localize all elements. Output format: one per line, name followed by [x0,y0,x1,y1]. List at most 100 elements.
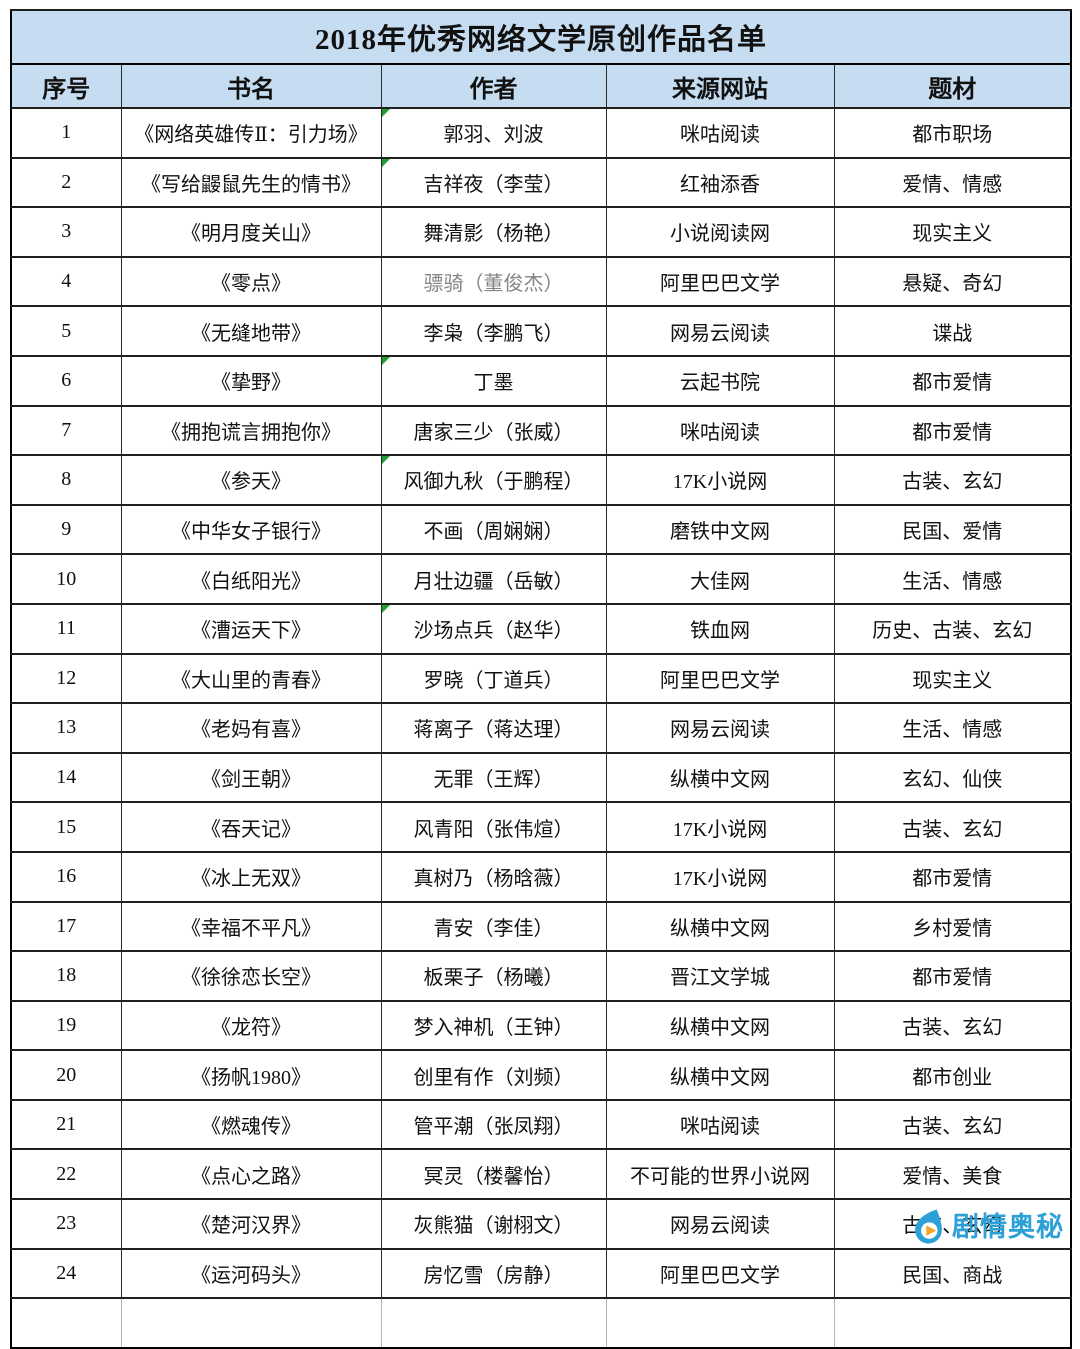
cell-genre: 古装、玄幻 [833,454,1072,506]
excel-error-triangle-icon [382,159,390,167]
cell-site: 纵横中文网 [605,1049,835,1101]
cell-genre: 现实主义 [833,652,1072,705]
cell-genre: 都市爱情 [833,404,1072,457]
cell-site: 红袖添香 [605,156,835,209]
cell-no: 23 [10,1198,122,1250]
title-row: 2018年优秀网络文学原创作品名单 [10,9,1072,65]
table-row: 16 《冰上无双》 真树乃（杨晗薇） 17K小说网 都市爱情 [10,850,1072,903]
cell-genre: 都市爱情 [833,850,1072,903]
table-row: 8 《参天》 风御九秋（于鹏程） 17K小说网 古装、玄幻 [10,454,1072,506]
cell-site: 阿里巴巴文学 [605,652,835,705]
cell-book: 《网络英雄传Ⅱ：引力场》 [120,107,382,159]
cell-no: 10 [10,553,122,605]
excel-error-triangle-icon [382,605,390,613]
cell-author: 不画（周娴娴） [380,503,607,556]
cell-genre: 古装、玄幻 [833,801,1072,853]
cell-no: 15 [10,801,122,853]
excel-error-triangle-icon [382,457,390,465]
table-row: 12 《大山里的青春》 罗晓（丁道兵） 阿里巴巴文学 现实主义 [10,652,1072,705]
cell-book: 《零点》 [120,255,382,308]
table-row: 10 《白纸阳光》 月壮边疆（岳敏） 大佳网 生活、情感 [10,553,1072,605]
cell-genre: 都市创业 [833,1049,1072,1101]
cell-site: 咪咕阅读 [605,404,835,457]
cell-site: 纵横中文网 [605,999,835,1052]
watermark-text: 剧情奥秘 [952,1212,1064,1242]
cell-book: 《无缝地带》 [120,305,382,357]
cell-book: 《写给鼹鼠先生的情书》 [120,156,382,209]
cell-author: 李枭（李鹏飞） [380,305,607,357]
cell-author: 郭羽、刘波 [380,107,607,159]
cell-author: 蒋离子（蒋达理） [380,702,607,754]
cell-site: 17K小说网 [605,850,835,903]
empty-cell [10,1297,122,1349]
cell-author: 房忆雪（房静） [380,1247,607,1300]
empty-cell [380,1297,607,1349]
cell-no: 8 [10,454,122,506]
droplet-play-icon [909,1206,947,1244]
cell-author: 管平潮（张凤翔） [380,1098,607,1151]
cell-author: 梦入神机（王钟） [380,999,607,1052]
cell-author: 月壮边疆（岳敏） [380,553,607,605]
cell-site: 17K小说网 [605,801,835,853]
cell-book: 《拥抱谎言拥抱你》 [120,404,382,457]
cell-book: 《楚河汉界》 [120,1198,382,1250]
cell-no: 2 [10,156,122,209]
table-row: 19 《龙符》 梦入神机（王钟） 纵横中文网 古装、玄幻 [10,999,1072,1052]
table-row: 22 《点心之路》 冥灵（楼馨怡） 不可能的世界小说网 爱情、美食 [10,1148,1072,1201]
cell-book: 《大山里的青春》 [120,652,382,705]
cell-site: 不可能的世界小说网 [605,1148,835,1201]
cell-genre: 都市职场 [833,107,1072,159]
empty-table-row [10,1297,1072,1349]
cell-book: 《燃魂传》 [120,1098,382,1151]
cell-genre: 谍战 [833,305,1072,357]
cell-author: 骠骑（董俊杰） [380,255,607,308]
cell-genre: 玄幻、仙侠 [833,751,1072,804]
cell-author: 沙场点兵（赵华） [380,602,607,655]
cell-genre: 乡村爱情 [833,900,1072,953]
cell-book: 《冰上无双》 [120,850,382,903]
cell-author: 青安（李佳） [380,900,607,953]
excel-error-triangle-icon [382,357,390,365]
cell-author: 唐家三少（张威） [380,404,607,457]
cell-book: 《点心之路》 [120,1148,382,1201]
column-header-2: 作者 [380,63,607,109]
cell-author: 板栗子（杨曦） [380,950,607,1002]
cell-site: 阿里巴巴文学 [605,255,835,308]
cell-author: 吉祥夜（李莹） [380,156,607,209]
table-header-row: 序号 书名 作者 来源网站 题材 [10,63,1072,109]
empty-cell [833,1297,1072,1349]
table-row: 11 《漕运天下》 沙场点兵（赵华） 铁血网 历史、古装、玄幻 [10,602,1072,655]
cell-site: 纵横中文网 [605,900,835,953]
cell-author: 罗晓（丁道兵） [380,652,607,705]
cell-no: 1 [10,107,122,159]
cell-book: 《运河码头》 [120,1247,382,1300]
cell-genre: 古装、玄幻 [833,999,1072,1052]
cell-author: 舞清影（杨艳） [380,206,607,258]
cell-book: 《明月度关山》 [120,206,382,258]
table-row: 18 《徐徐恋长空》 板栗子（杨曦） 晋江文学城 都市爱情 [10,950,1072,1002]
column-header-0: 序号 [10,63,122,109]
cell-no: 4 [10,255,122,308]
cell-author: 风青阳（张伟煊） [380,801,607,853]
table-row: 2 《写给鼹鼠先生的情书》 吉祥夜（李莹） 红袖添香 爱情、情感 [10,156,1072,209]
cell-site: 17K小说网 [605,454,835,506]
cell-site: 网易云阅读 [605,1198,835,1250]
cell-author: 丁墨 [380,354,607,407]
cell-genre: 爱情、美食 [833,1148,1072,1201]
column-header-4: 题材 [833,63,1072,109]
cell-book: 《徐徐恋长空》 [120,950,382,1002]
table-row: 1 《网络英雄传Ⅱ：引力场》 郭羽、刘波 咪咕阅读 都市职场 [10,107,1072,159]
cell-genre: 生活、情感 [833,702,1072,754]
cell-no: 18 [10,950,122,1002]
cell-genre: 民国、商战 [833,1247,1072,1300]
document-page: 2018年优秀网络文学原创作品名单 序号 书名 作者 来源网站 题材 1 《网络英雄传Ⅱ：… [10,9,1072,1349]
cell-genre: 都市爱情 [833,354,1072,407]
cell-no: 3 [10,206,122,258]
table-row: 6 《挚野》 丁墨 云起书院 都市爱情 [10,354,1072,407]
cell-genre: 悬疑、奇幻 [833,255,1072,308]
cell-site: 纵横中文网 [605,751,835,804]
cell-genre: 爱情、情感 [833,156,1072,209]
table-row: 4 《零点》 骠骑（董俊杰） 阿里巴巴文学 悬疑、奇幻 [10,255,1072,308]
cell-site: 阿里巴巴文学 [605,1247,835,1300]
cell-author: 创里有作（刘频） [380,1049,607,1101]
